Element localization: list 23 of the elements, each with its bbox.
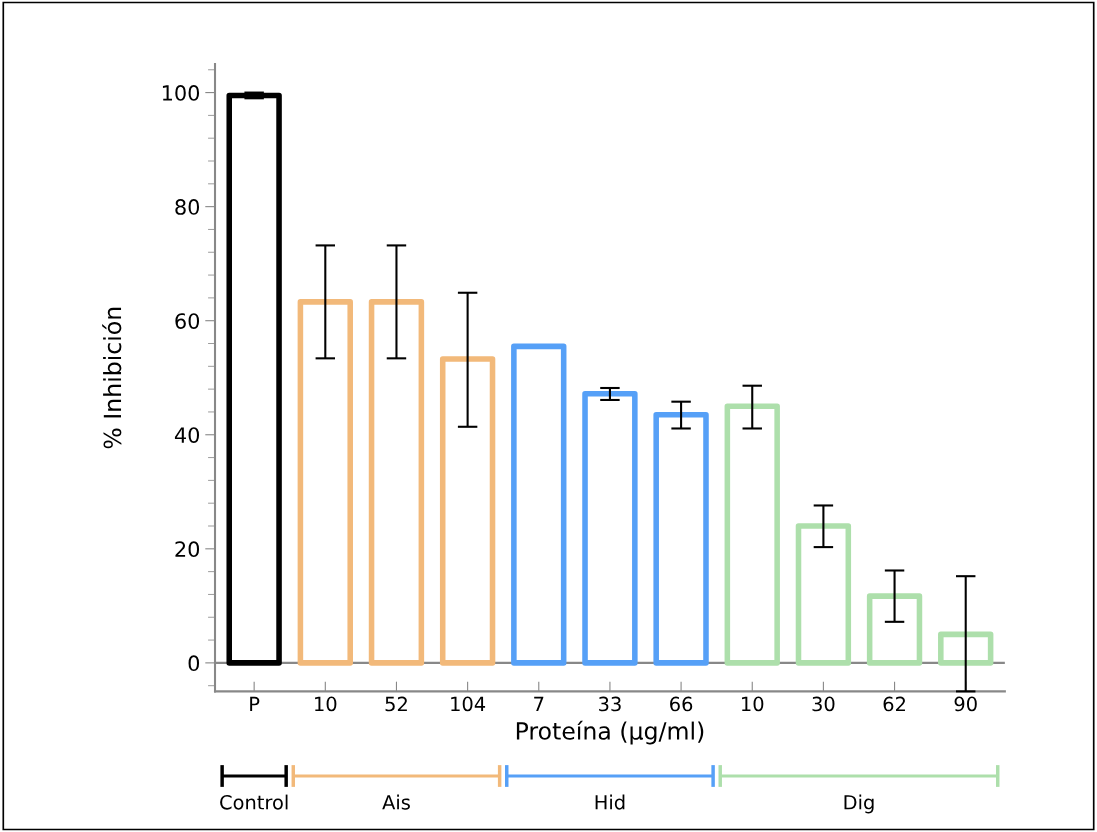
y-tick-label: 40 [174, 427, 200, 443]
x-tick-label: 52 [385, 696, 407, 712]
x-tick-label: 104 [451, 696, 486, 712]
x-axis-title: Proteína (μg/ml) [516, 720, 704, 745]
text: Control [220, 794, 288, 810]
text: Ais [382, 794, 410, 810]
y-axis-title: % Inhibición [102, 307, 122, 449]
x-tick-label: 10 [315, 696, 337, 712]
x-tick-label: P [250, 696, 260, 712]
x-tick-label: 90 [954, 696, 977, 712]
x-tick-label: 10 [742, 696, 764, 712]
x-tick-label: 33 [599, 696, 621, 712]
x-tick-label: 66 [670, 696, 693, 712]
y-tick-label: 20 [175, 541, 200, 558]
y-tick-label: 60 [175, 313, 200, 329]
x-tick-label: 30 [812, 696, 835, 712]
y-tick-label: 100 [162, 85, 200, 101]
y-tick-label: 80 [175, 199, 200, 215]
text: Hid [595, 794, 625, 810]
x-tick-label: 62 [883, 696, 905, 712]
y-tick-label: 0 [188, 655, 200, 672]
text: Dig [844, 794, 874, 814]
x-tick-label: 7 [534, 696, 544, 712]
